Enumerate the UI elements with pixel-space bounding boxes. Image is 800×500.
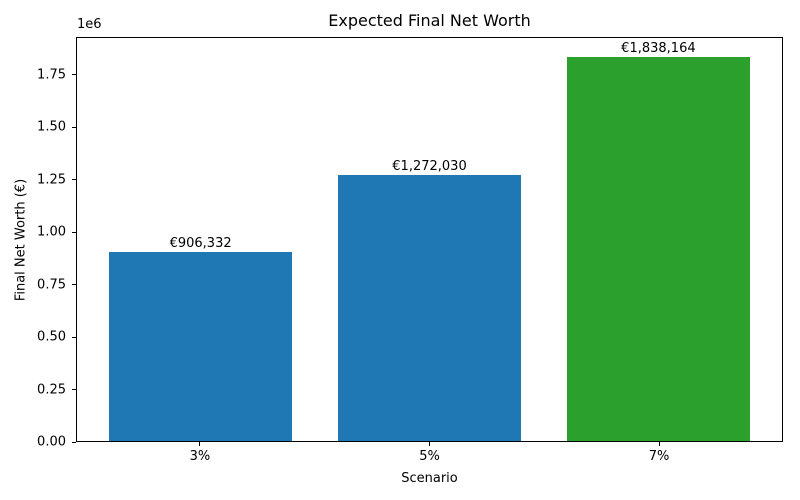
bar-7% [566, 57, 750, 441]
y-tick-mark [72, 231, 76, 233]
bar-value-label: €1,272,030 [392, 159, 467, 175]
plot-area: €906,332 €1,272,030 €1,838,164 [76, 37, 783, 442]
x-axis-label: Scenario [401, 471, 458, 486]
y-tick-mark [72, 284, 76, 286]
y-tick-mark [72, 126, 76, 128]
bar-value-label: €1,838,164 [621, 41, 696, 57]
y-tick-label: 0.50 [37, 329, 66, 345]
y-tick-label: 0.25 [37, 382, 66, 398]
x-tick-label: 7% [648, 449, 670, 464]
y-tick-label: 1.75 [37, 67, 66, 83]
y-tick-label: 0.00 [37, 434, 66, 450]
y-axis-tick-area: 0.00 0.25 0.50 0.75 1.00 1.25 1.50 1.75 [0, 37, 76, 450]
x-tick-label: 3% [189, 449, 211, 464]
x-tick-mark [429, 442, 430, 446]
y-tick-label: 1.50 [37, 119, 66, 135]
y-tick-mark [72, 336, 76, 338]
x-tick-label: 5% [419, 449, 440, 464]
y-tick-label: 1.00 [37, 224, 66, 240]
y-tick-mark [72, 441, 76, 443]
x-tick-mark [658, 442, 660, 446]
x-axis-tick-area: 3% 5% 7% [76, 442, 783, 472]
y-tick-mark [72, 389, 76, 391]
bar-3% [109, 251, 293, 441]
y-tick-label: 0.75 [37, 277, 66, 293]
bar-5% [337, 175, 522, 441]
chart-title: Expected Final Net Worth [328, 11, 531, 30]
bar-value-label: €906,332 [169, 235, 232, 251]
y-tick-mark [72, 179, 76, 181]
y-tick-mark [72, 74, 76, 76]
y-axis-offset-label: 1e6 [77, 17, 102, 32]
y-tick-label: 1.25 [37, 172, 66, 188]
x-tick-mark [199, 442, 201, 446]
